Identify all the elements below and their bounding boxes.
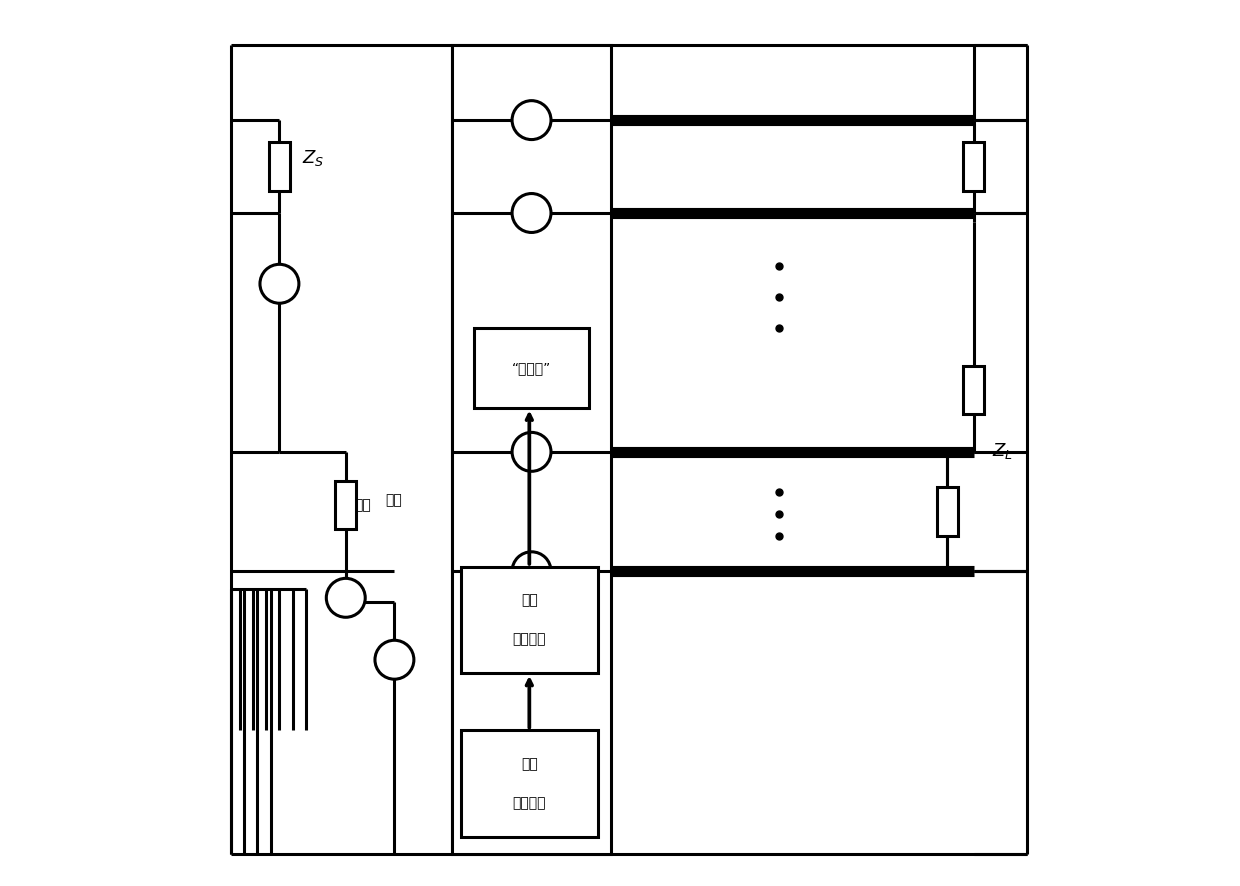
Circle shape — [260, 264, 299, 303]
Circle shape — [512, 432, 551, 471]
Text: 频域: 频域 — [521, 594, 538, 608]
Bar — [474, 328, 589, 408]
Bar — [963, 143, 985, 190]
Text: 采样: 采样 — [355, 498, 371, 512]
Bar — [936, 487, 959, 536]
Bar — [461, 730, 598, 836]
Text: 电源电压: 电源电压 — [512, 796, 546, 810]
Text: 电源电压: 电源电压 — [512, 633, 546, 647]
Circle shape — [512, 101, 551, 140]
Bar — [461, 567, 598, 673]
Circle shape — [374, 641, 414, 680]
Bar — [963, 366, 985, 415]
Text: 时域: 时域 — [521, 758, 538, 771]
Circle shape — [326, 579, 366, 618]
Text: $Z_S$: $Z_S$ — [301, 148, 324, 167]
Text: 电源: 电源 — [386, 494, 402, 508]
Circle shape — [512, 552, 551, 591]
Bar — [451, 45, 611, 854]
Circle shape — [512, 193, 551, 232]
Bar — [335, 480, 356, 529]
Bar — [269, 143, 290, 190]
Text: $Z_L$: $Z_L$ — [992, 440, 1013, 461]
Text: “编码器”: “编码器” — [512, 361, 551, 375]
